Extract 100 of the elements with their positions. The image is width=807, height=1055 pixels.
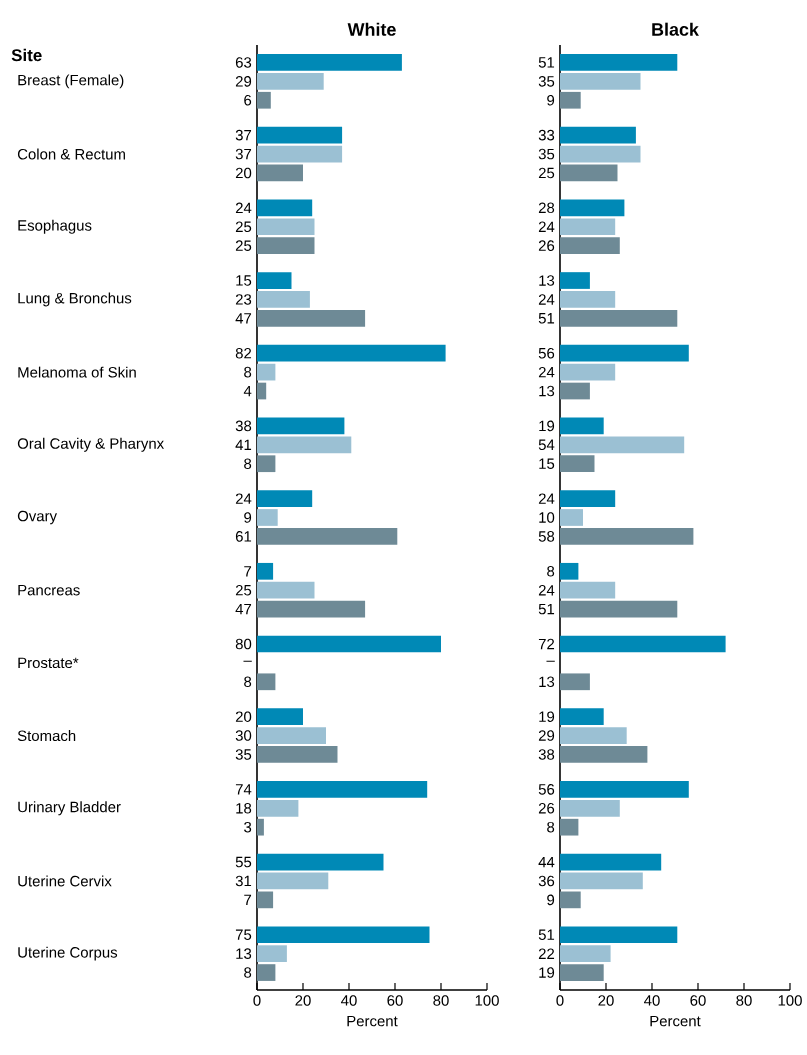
data-label: 36 <box>538 875 554 887</box>
bar <box>559 164 618 182</box>
data-label: 44 <box>538 856 555 868</box>
bar <box>256 926 430 944</box>
data-label: 80 <box>235 638 251 650</box>
bar <box>256 455 276 473</box>
bar <box>256 562 273 580</box>
x-tick-label: 40 <box>340 995 357 1006</box>
bar <box>559 54 678 71</box>
data-label: 18 <box>236 802 251 814</box>
data-label: 19 <box>539 967 554 978</box>
data-label: 19 <box>539 420 554 432</box>
bar <box>256 853 384 871</box>
data-label: 7 <box>244 566 251 577</box>
data-label: 41 <box>235 439 251 450</box>
y-tick-label: Colon & Rectum <box>17 148 125 160</box>
chart-title: White <box>347 22 396 36</box>
bar <box>559 490 615 507</box>
y-tick-label: Esophagus <box>18 219 92 234</box>
data-label: 26 <box>538 240 554 251</box>
data-label: 26 <box>538 802 554 814</box>
data-label: 56 <box>538 784 554 795</box>
bar <box>559 600 678 618</box>
data-label: 55 <box>235 856 251 868</box>
data-label: 8 <box>243 967 251 978</box>
y-tick-label: Stomach <box>17 730 75 742</box>
bar <box>256 581 315 599</box>
bar <box>256 363 276 381</box>
x-tick-label: 0 <box>253 995 261 1006</box>
data-label: 25 <box>235 584 251 596</box>
bar <box>559 309 678 327</box>
x-tick-label: 80 <box>736 995 752 1006</box>
x-axis-title: Percent <box>347 1015 398 1027</box>
y-tick-label: Oral Cavity & Pharynx <box>17 437 164 452</box>
bar <box>559 818 579 836</box>
bar <box>559 126 636 144</box>
data-label: 23 <box>235 294 251 305</box>
bar <box>559 872 643 890</box>
data-label: 13 <box>539 676 554 688</box>
bar <box>559 199 625 217</box>
data-label: 30 <box>235 730 251 741</box>
data-label: 7 <box>244 894 251 906</box>
data-label: 20 <box>235 711 251 722</box>
data-label: 4 <box>243 385 252 397</box>
data-label: 25 <box>235 240 251 251</box>
bar <box>559 272 590 289</box>
y-tick-label: Breast (Female) <box>18 74 124 89</box>
data-label: 13 <box>539 275 554 286</box>
bar <box>559 528 694 545</box>
data-label: 28 <box>538 202 554 214</box>
bar <box>256 436 352 454</box>
bar <box>256 73 324 90</box>
x-tick-label: 100 <box>778 995 802 1006</box>
y-tick-label: Ovary <box>17 510 57 525</box>
bar <box>256 891 273 909</box>
data-label: 51 <box>538 929 554 940</box>
data-label: 37 <box>235 148 251 160</box>
x-tick-label: 40 <box>643 995 660 1006</box>
bar <box>559 145 641 163</box>
bar <box>559 635 726 653</box>
bar <box>559 746 648 763</box>
bar <box>256 746 338 763</box>
data-label: 8 <box>243 366 251 378</box>
bar <box>559 91 581 109</box>
data-label: 22 <box>538 948 554 959</box>
y-tick-label: Melanoma of Skin <box>18 366 136 378</box>
bar <box>256 528 398 545</box>
bar <box>559 509 583 526</box>
data-label: 51 <box>538 313 554 324</box>
bar <box>559 344 689 362</box>
x-tick-label: 60 <box>387 995 403 1006</box>
data-label: 6 <box>244 94 251 106</box>
bar <box>256 727 326 744</box>
bar <box>559 964 604 981</box>
bar <box>256 218 315 236</box>
bar <box>559 237 620 254</box>
data-label: 31 <box>235 875 251 887</box>
data-label: 13 <box>236 948 251 959</box>
bar <box>256 164 303 182</box>
bar <box>256 600 365 618</box>
bar <box>559 218 615 236</box>
bar <box>559 417 604 435</box>
data-label: 24 <box>538 366 555 378</box>
bar <box>256 673 276 691</box>
bar <box>559 363 615 381</box>
bar <box>559 708 604 726</box>
data-label: 3 <box>243 821 251 833</box>
data-label: 82 <box>235 347 251 359</box>
bar <box>256 54 402 71</box>
bar <box>256 945 287 963</box>
bar <box>256 199 312 217</box>
bar <box>559 727 627 744</box>
bar <box>559 436 684 454</box>
x-tick-label: 100 <box>475 995 499 1006</box>
bar <box>256 872 329 890</box>
data-label: 24 <box>235 202 252 214</box>
data-label: 24 <box>538 584 555 596</box>
bar <box>256 309 365 327</box>
bar <box>256 291 310 308</box>
data-label: 74 <box>235 784 252 795</box>
